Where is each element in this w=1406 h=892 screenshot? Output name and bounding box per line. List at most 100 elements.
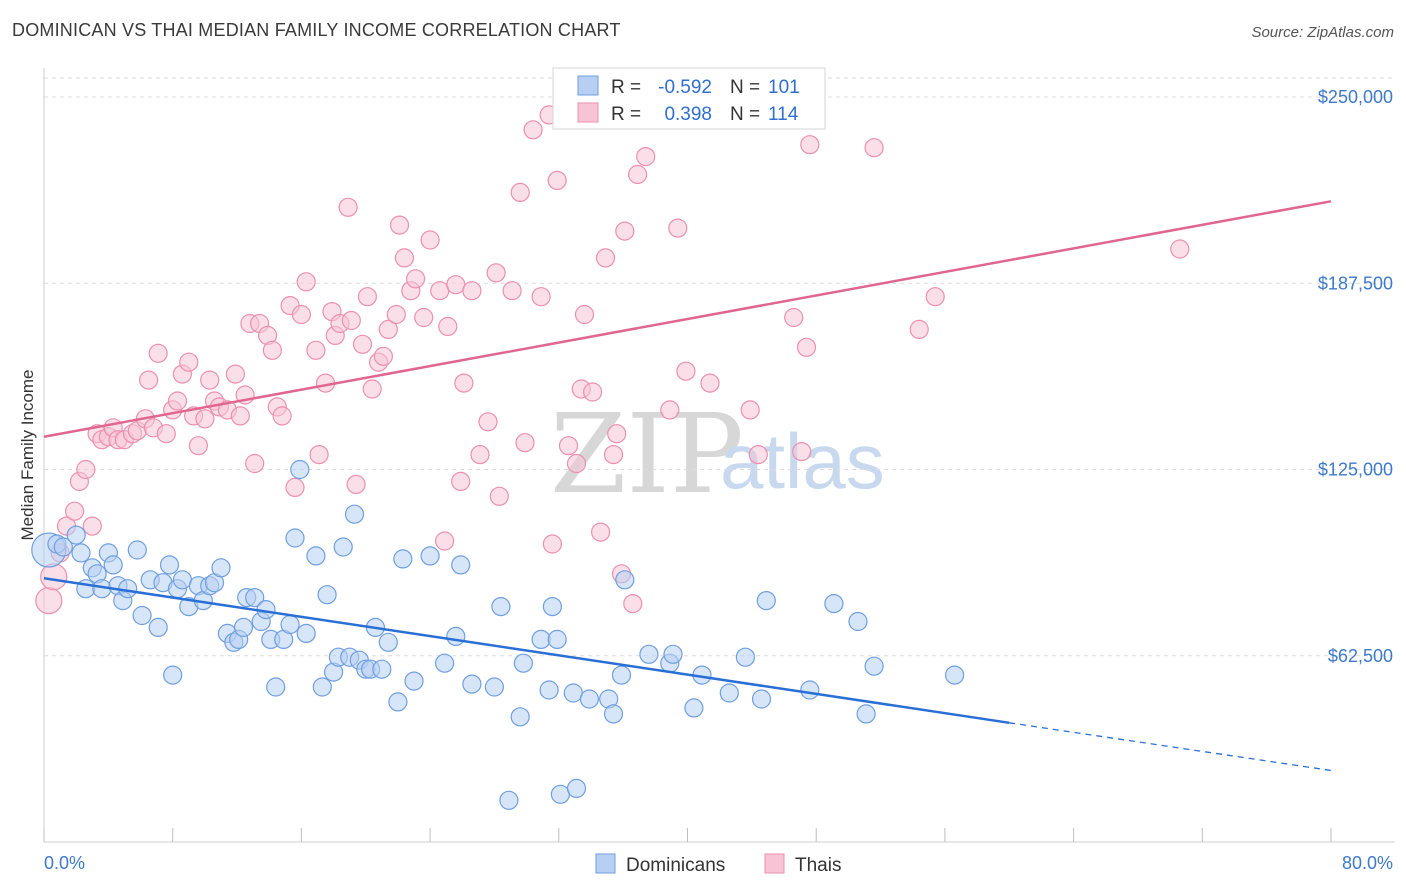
thais-trend-line	[43, 200, 1332, 438]
dominicans-point-19	[159, 555, 180, 575]
thais-point-4	[64, 501, 85, 521]
thais-point-109	[796, 337, 817, 357]
dominicans-point-63	[446, 626, 466, 647]
thais-point-7	[82, 516, 102, 536]
dominicans-point-85	[719, 683, 739, 703]
legend-r-label-dominicans: R =	[611, 77, 641, 98]
thais-point-102	[668, 218, 688, 238]
thais-point-66	[414, 307, 434, 328]
thais-point-52	[338, 197, 358, 217]
bottom-legend: Dominicans Thais	[595, 853, 841, 876]
bottom-legend-swatch-thais	[764, 853, 785, 874]
x-ticks	[43, 828, 1332, 842]
thais-point-55	[352, 334, 373, 354]
dominicans-point-10	[103, 555, 123, 575]
dominicans-point-60	[404, 671, 424, 691]
thais-point-72	[451, 471, 471, 491]
axes	[43, 68, 1395, 843]
dominicans-point-62	[435, 653, 455, 673]
thais-point-82	[523, 120, 543, 140]
dominicans-point-97	[615, 570, 635, 590]
legend-n-label-dominicans: N =	[730, 77, 760, 98]
thais-point-36	[245, 453, 265, 474]
thais-point-43	[285, 477, 305, 497]
legend-swatch-thais	[577, 102, 599, 123]
thais-point-104	[700, 373, 720, 393]
dominicans-point-42	[290, 459, 310, 480]
dominicans-point-92	[856, 704, 876, 724]
dominicans-point-59	[393, 549, 413, 569]
dominicans-point-75	[563, 683, 583, 703]
thais-point-79	[502, 281, 522, 301]
thais-point-114	[1170, 239, 1190, 259]
thais-point-60	[378, 319, 398, 339]
thais-point-53	[341, 310, 361, 331]
thais-point-54	[346, 474, 366, 494]
thais-point-1	[40, 563, 68, 591]
thais-point-26	[188, 436, 208, 456]
dominicans-point-72	[539, 680, 559, 700]
dominicans-point-34	[245, 587, 265, 608]
thais-point-101	[660, 400, 680, 420]
thais-point-76	[478, 412, 498, 432]
dominicans-point-56	[372, 659, 392, 679]
thais-point-41	[272, 406, 292, 426]
dominicans-points	[31, 459, 965, 810]
dominicans-point-65	[462, 674, 482, 694]
dominicans-point-43	[296, 623, 316, 644]
y-axis-label: Median Family Income	[18, 369, 37, 540]
legend-r-value-thais: 0.398	[664, 104, 712, 125]
y-tick-label-125000: $125,000	[1318, 460, 1393, 480]
thais-point-113	[925, 287, 945, 307]
thais-point-24	[179, 352, 199, 372]
dominicans-trend-line	[43, 577, 1010, 725]
thais-point-47	[309, 445, 329, 465]
thais-point-112	[909, 319, 929, 339]
dominicans-point-96	[566, 778, 587, 799]
dominicans-point-3	[66, 525, 86, 545]
thais-point-39	[262, 340, 282, 360]
thais-point-87	[558, 436, 579, 456]
dominicans-point-45	[312, 677, 332, 697]
x-tick-label-min: 0.0%	[44, 853, 85, 873]
thais-point-44	[291, 304, 311, 325]
thais-point-22	[167, 391, 188, 411]
thais-point-71	[446, 275, 466, 295]
thais-points	[35, 105, 1190, 615]
dominicans-point-83	[684, 698, 704, 718]
dominicans-point-58	[388, 692, 408, 712]
thais-point-88	[566, 453, 587, 474]
dominicans-point-79	[611, 665, 632, 685]
legend-n-value-thais: 114	[768, 104, 799, 125]
thais-point-70	[438, 316, 458, 337]
thais-point-62	[389, 215, 410, 235]
bottom-legend-swatch-dominicans	[595, 853, 616, 874]
dominicans-point-71	[531, 629, 551, 650]
trend-lines	[43, 200, 1332, 772]
y-tick-label-250000: $250,000	[1318, 87, 1393, 107]
legend: R = -0.592 N = 101 R = 0.398 N = 114	[552, 67, 826, 130]
dominicans-point-94	[944, 665, 965, 685]
thais-point-75	[470, 445, 490, 465]
dominicans-point-93	[864, 656, 884, 676]
thais-point-98	[623, 593, 643, 614]
thais-point-97	[615, 221, 635, 241]
thais-point-85	[542, 534, 563, 554]
thais-point-103	[676, 361, 696, 381]
thais-point-99	[627, 164, 648, 185]
dominicans-point-89	[800, 680, 820, 700]
grid-lines	[44, 77, 1395, 657]
thais-point-81	[515, 433, 535, 453]
thais-point-17	[139, 370, 159, 390]
thais-point-28	[200, 370, 220, 390]
thais-point-61	[386, 304, 406, 325]
dominicans-point-28	[211, 558, 231, 578]
dominicans-point-70	[513, 653, 534, 673]
bottom-legend-label-dominicans: Dominicans	[626, 855, 725, 876]
thais-point-110	[800, 135, 820, 155]
watermark-zip: ZIP	[550, 390, 744, 518]
thais-point-63	[394, 248, 414, 268]
thais-point-78	[489, 486, 509, 506]
thais-point-19	[148, 343, 168, 363]
thais-point-111	[864, 138, 884, 158]
